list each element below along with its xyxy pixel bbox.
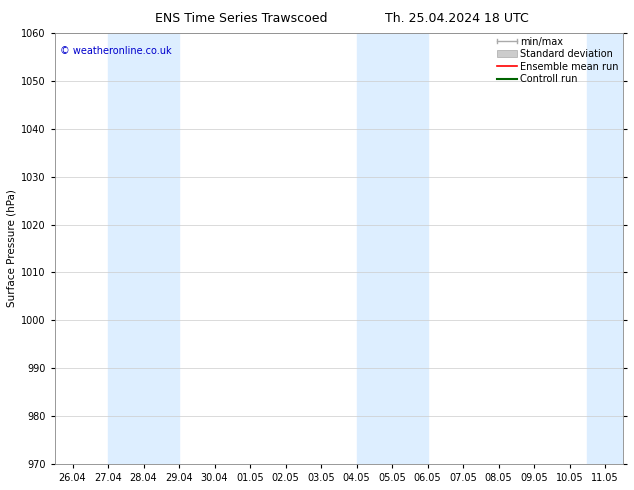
Text: Th. 25.04.2024 18 UTC: Th. 25.04.2024 18 UTC	[385, 12, 528, 25]
Text: ENS Time Series Trawscoed: ENS Time Series Trawscoed	[155, 12, 327, 25]
Bar	[587, 33, 623, 464]
Legend: min/max, Standard deviation, Ensemble mean run, Controll run: min/max, Standard deviation, Ensemble me…	[495, 35, 621, 86]
Text: © weatheronline.co.uk: © weatheronline.co.uk	[60, 46, 172, 56]
Bar	[356, 33, 427, 464]
Bar	[108, 33, 179, 464]
Y-axis label: Surface Pressure (hPa): Surface Pressure (hPa)	[7, 190, 17, 307]
